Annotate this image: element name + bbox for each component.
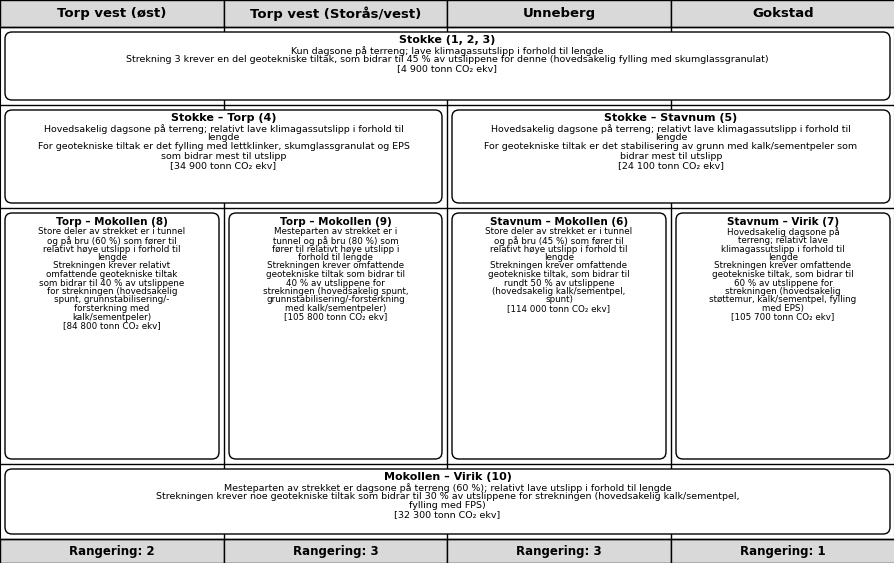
- Text: Mesteparten av strekket er i: Mesteparten av strekket er i: [274, 227, 397, 236]
- Text: Stokke – Stavnum (5): Stokke – Stavnum (5): [603, 113, 737, 123]
- Text: geotekniske tiltak, som bidrar til: geotekniske tiltak, som bidrar til: [712, 270, 853, 279]
- Text: relativt høye utslipp i forhold til: relativt høye utslipp i forhold til: [43, 244, 181, 253]
- Text: [32 300 tonn CO₂ ekv]: [32 300 tonn CO₂ ekv]: [394, 511, 500, 520]
- Text: støttemur, kalk/sementpel, fylling: støttemur, kalk/sementpel, fylling: [709, 296, 856, 305]
- Text: Strekningen krever omfattende: Strekningen krever omfattende: [266, 261, 403, 270]
- Text: forhold til lengde: forhold til lengde: [298, 253, 373, 262]
- Text: grunnstabilisering/-forsterkning: grunnstabilisering/-forsterkning: [266, 296, 404, 305]
- Text: omfattende geotekniske tiltak: omfattende geotekniske tiltak: [46, 270, 178, 279]
- Text: Strekningen krever relativt: Strekningen krever relativt: [54, 261, 171, 270]
- Text: Rangering: 1: Rangering: 1: [739, 544, 825, 557]
- FancyBboxPatch shape: [451, 213, 665, 459]
- Text: Gokstad: Gokstad: [751, 7, 813, 20]
- Text: 40 % av utslippene for: 40 % av utslippene for: [286, 279, 384, 288]
- Text: kalk/sementpeler): kalk/sementpeler): [72, 312, 151, 321]
- Text: For geotekniske tiltak er det stabilisering av grunn med kalk/sementpeler som: For geotekniske tiltak er det stabiliser…: [484, 142, 856, 151]
- Text: strekningen (hovedsakelig spunt,: strekningen (hovedsakelig spunt,: [263, 287, 408, 296]
- Text: Torp – Mokollen (8): Torp – Mokollen (8): [56, 217, 168, 227]
- Text: Mokollen – Virik (10): Mokollen – Virik (10): [384, 472, 510, 482]
- Text: Torp vest (øst): Torp vest (øst): [57, 7, 166, 20]
- Bar: [224, 539, 446, 563]
- Text: [105 800 tonn CO₂ ekv]: [105 800 tonn CO₂ ekv]: [283, 312, 387, 321]
- Text: tunnel og på bru (80 %) som: tunnel og på bru (80 %) som: [273, 236, 398, 246]
- Text: 60 % av utslippene for: 60 % av utslippene for: [733, 279, 831, 288]
- Text: [84 800 tonn CO₂ ekv]: [84 800 tonn CO₂ ekv]: [63, 321, 161, 330]
- Text: Hovedsakelig dagsone på terreng; relativt lave klimagassutslipp i forhold til: Hovedsakelig dagsone på terreng; relativ…: [44, 124, 403, 134]
- Text: (hovedsakelig kalk/sementpel,: (hovedsakelig kalk/sementpel,: [492, 287, 625, 296]
- Text: For geotekniske tiltak er det fylling med lettklinker, skumglassgranulat og EPS: For geotekniske tiltak er det fylling me…: [38, 142, 409, 151]
- Text: Strekningen krever omfattende: Strekningen krever omfattende: [490, 261, 627, 270]
- Text: klimagassutslipp i forhold til: klimagassutslipp i forhold til: [721, 244, 844, 253]
- Text: Torp vest (Storås/vest): Torp vest (Storås/vest): [249, 6, 421, 21]
- Text: fører til relativt høye utslipp i: fører til relativt høye utslipp i: [272, 244, 399, 253]
- Text: forsterkning med: forsterkning med: [74, 304, 149, 313]
- Text: som bidrar mest til utslipp: som bidrar mest til utslipp: [161, 151, 286, 160]
- Text: Strekningen krever noe geotekniske tiltak som bidrar til 30 % av utslippene for : Strekningen krever noe geotekniske tilta…: [156, 492, 738, 501]
- Text: og på bru (60 %) som fører til: og på bru (60 %) som fører til: [47, 236, 177, 246]
- FancyBboxPatch shape: [5, 213, 219, 459]
- FancyBboxPatch shape: [229, 213, 442, 459]
- Text: lengde: lengde: [767, 253, 797, 262]
- Text: relativt høye utslipp i forhold til: relativt høye utslipp i forhold til: [490, 244, 627, 253]
- Text: med EPS): med EPS): [761, 304, 803, 313]
- Text: Kun dagsone på terreng; lave klimagassutslipp i forhold til lengde: Kun dagsone på terreng; lave klimagassut…: [291, 46, 603, 56]
- Bar: [446, 0, 670, 27]
- Text: Strekning 3 krever en del geotekniske tiltak, som bidrar til 45 % av utslippene : Strekning 3 krever en del geotekniske ti…: [126, 55, 768, 64]
- Text: for strekningen (hovedsakelig: for strekningen (hovedsakelig: [46, 287, 177, 296]
- Text: spunt): spunt): [544, 296, 572, 305]
- FancyBboxPatch shape: [5, 469, 889, 534]
- Text: med kalk/sementpeler): med kalk/sementpeler): [284, 304, 385, 313]
- Text: Store deler av strekket er i tunnel: Store deler av strekket er i tunnel: [485, 227, 632, 236]
- Text: og på bru (45 %) som fører til: og på bru (45 %) som fører til: [493, 236, 623, 246]
- Bar: [0, 539, 224, 563]
- Text: Rangering: 3: Rangering: 3: [292, 544, 378, 557]
- FancyBboxPatch shape: [5, 110, 442, 203]
- Text: Mesteparten av strekket er dagsone på terreng (60 %); relativt lave utslipp i fo: Mesteparten av strekket er dagsone på te…: [224, 483, 670, 493]
- Text: som bidrar til 40 % av utslippene: som bidrar til 40 % av utslippene: [39, 279, 184, 288]
- Text: [4 900 tonn CO₂ ekv]: [4 900 tonn CO₂ ekv]: [397, 64, 497, 73]
- Text: lengde: lengde: [544, 253, 573, 262]
- Text: lengde: lengde: [97, 253, 127, 262]
- Text: Stokke (1, 2, 3): Stokke (1, 2, 3): [399, 35, 495, 45]
- Text: fylling med FPS): fylling med FPS): [409, 502, 485, 511]
- Text: Torp – Mokollen (9): Torp – Mokollen (9): [279, 217, 391, 227]
- Text: rundt 50 % av utslippene: rundt 50 % av utslippene: [503, 279, 613, 288]
- FancyBboxPatch shape: [5, 32, 889, 100]
- Text: spunt, grunnstabilisering/-: spunt, grunnstabilisering/-: [55, 296, 170, 305]
- Text: bidrar mest til utslipp: bidrar mest til utslipp: [620, 151, 721, 160]
- Text: Stokke – Torp (4): Stokke – Torp (4): [171, 113, 276, 123]
- Bar: [670, 0, 894, 27]
- Text: Hovedsakelig dagsone på terreng; relativt lave klimagassutslipp i forhold til: Hovedsakelig dagsone på terreng; relativ…: [491, 124, 850, 134]
- Text: terreng; relativt lave: terreng; relativt lave: [738, 236, 827, 245]
- Text: lengde: lengde: [207, 133, 240, 142]
- Text: strekningen (hovedsakelig: strekningen (hovedsakelig: [724, 287, 839, 296]
- FancyBboxPatch shape: [451, 110, 889, 203]
- Text: Store deler av strekket er i tunnel: Store deler av strekket er i tunnel: [38, 227, 185, 236]
- Text: Stavnum – Virik (7): Stavnum – Virik (7): [726, 217, 838, 227]
- Text: Hovedsakelig dagsone på: Hovedsakelig dagsone på: [726, 227, 839, 238]
- Text: Rangering: 2: Rangering: 2: [69, 544, 155, 557]
- Text: Rangering: 3: Rangering: 3: [516, 544, 601, 557]
- FancyBboxPatch shape: [675, 213, 889, 459]
- Text: Strekningen krever omfattende: Strekningen krever omfattende: [713, 261, 850, 270]
- Text: Stavnum – Mokollen (6): Stavnum – Mokollen (6): [489, 217, 628, 227]
- Text: geotekniske tiltak, som bidrar til: geotekniske tiltak, som bidrar til: [487, 270, 629, 279]
- Bar: [0, 0, 224, 27]
- Text: [105 700 tonn CO₂ ekv]: [105 700 tonn CO₂ ekv]: [730, 312, 834, 321]
- Bar: [224, 0, 446, 27]
- Text: [114 000 tonn CO₂ ekv]: [114 000 tonn CO₂ ekv]: [507, 304, 610, 313]
- Text: Unneberg: Unneberg: [522, 7, 595, 20]
- Text: geotekniske tiltak som bidrar til: geotekniske tiltak som bidrar til: [266, 270, 405, 279]
- Text: [34 900 tonn CO₂ ekv]: [34 900 tonn CO₂ ekv]: [170, 161, 276, 170]
- Bar: [446, 539, 670, 563]
- Text: [24 100 tonn CO₂ ekv]: [24 100 tonn CO₂ ekv]: [618, 161, 723, 170]
- Bar: [670, 539, 894, 563]
- Text: lengde: lengde: [654, 133, 687, 142]
